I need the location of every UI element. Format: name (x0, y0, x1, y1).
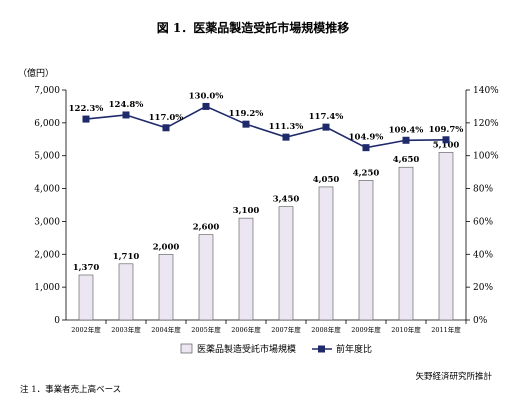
line-value-label: 122.3% (69, 104, 104, 114)
line-value-label: 104.9% (349, 133, 384, 143)
x-tick-label: 2006年度 (231, 325, 261, 334)
line-point (322, 123, 330, 131)
line-value-label: 109.4% (389, 125, 424, 135)
line-value-label: 117.0% (149, 113, 184, 123)
line-series (82, 102, 450, 152)
y-left-tick-label: 1,000 (34, 283, 60, 293)
line-point (242, 120, 250, 128)
bar (158, 253, 174, 321)
x-tick-label: 2005年度 (191, 325, 221, 334)
bar (438, 152, 454, 321)
x-tick-label: 2007年度 (271, 325, 301, 334)
line-point (402, 136, 410, 144)
bar-labels: 1,370 1,710 2,000 2,600 3,100 3,450 4,050 4,250… (73, 140, 460, 273)
footnote-text: 注 1．事業者売上高ベース (20, 384, 121, 395)
y-left-tick-label: 6,000 (34, 119, 60, 129)
x-tick-label: 2002年度 (71, 325, 101, 334)
bar-series (78, 152, 454, 321)
line-value-label: 130.0% (189, 91, 224, 101)
bar-value-label: 1,710 (113, 252, 140, 262)
bar-value-label: 5,100 (433, 140, 460, 150)
bar-value-label: 3,450 (273, 195, 300, 205)
y-left-unit-label: （億円） (18, 67, 54, 79)
bar (238, 217, 254, 321)
x-ticks: 2002年度 2003年度 2004年度 2005年度 2006年度 2007年度 2008… (71, 320, 467, 334)
bar-value-label: 1,370 (73, 263, 100, 273)
y-left-ticks: 0 1,000 2,000 3,000 4,000 5,000 6,000 7,000 (34, 86, 66, 326)
line-point (442, 136, 450, 144)
bar (398, 166, 414, 321)
bar (78, 274, 94, 321)
line-point (162, 124, 170, 132)
y-right-ticks: 0% 20% 40% 60% 80% 100% 120% 140% (466, 86, 499, 326)
legend-bar-swatch (180, 343, 193, 354)
x-tick-label: 2010年度 (391, 325, 421, 334)
bar (118, 263, 134, 321)
legend-bar-label: 医薬品製造受託市場規模 (197, 343, 296, 355)
bar-value-label: 2,000 (153, 242, 180, 252)
y-left-tick-label: 3,000 (34, 217, 60, 227)
bar (358, 180, 374, 321)
x-tick-label: 2008年度 (311, 325, 341, 334)
y-right-tick-label: 20% (473, 283, 493, 293)
bar-value-label: 4,250 (353, 168, 380, 178)
chart-title: 図 1．医薬品製造受託市場規模推移 (157, 20, 350, 35)
line-value-label: 124.8% (109, 100, 144, 110)
bar-value-label: 4,650 (393, 155, 420, 165)
bar-value-label: 3,100 (233, 206, 260, 216)
y-right-tick-label: 120% (473, 119, 499, 129)
line-point (122, 111, 130, 119)
bar-value-label: 2,600 (193, 223, 220, 233)
line-point (362, 144, 370, 152)
y-right-tick-label: 60% (473, 217, 493, 227)
legend: 医薬品製造受託市場規模 前年度比 (180, 343, 372, 355)
y-right-tick-label: 0% (473, 316, 488, 326)
y-right-tick-label: 80% (473, 185, 493, 195)
bar (198, 234, 214, 321)
bar-value-label: 4,050 (313, 175, 340, 185)
line-value-label: 111.3% (269, 122, 304, 132)
line-labels: 122.3% 124.8% 117.0% 130.0% 119.2% 111.3% 117.… (69, 91, 464, 142)
line-point (82, 115, 90, 123)
line-value-label: 119.2% (229, 109, 264, 119)
y-left-tick-label: 5,000 (34, 152, 60, 162)
line-point (282, 133, 290, 141)
line-value-label: 109.7% (429, 125, 464, 135)
line-value-label: 117.4% (309, 112, 344, 122)
x-tick-label: 2009年度 (351, 325, 381, 334)
source-text: 矢野経済研究所推計 (415, 371, 492, 382)
bar (318, 186, 334, 321)
line-path (85, 105, 447, 149)
y-left-tick-label: 0 (54, 316, 60, 326)
legend-line-marker (318, 345, 325, 353)
y-left-tick-label: 4,000 (34, 185, 60, 195)
y-right-tick-label: 140% (473, 86, 499, 96)
bar (278, 206, 294, 321)
y-left-tick-label: 7,000 (34, 86, 60, 96)
x-tick-label: 2003年度 (111, 325, 141, 334)
y-right-tick-label: 40% (473, 250, 493, 260)
legend-line-label: 前年度比 (336, 343, 372, 355)
y-right-tick-label: 100% (473, 152, 499, 162)
x-tick-label: 2004年度 (151, 325, 181, 334)
y-left-tick-label: 2,000 (34, 250, 60, 260)
x-tick-label: 2011年度 (431, 325, 461, 334)
line-point (202, 102, 210, 110)
